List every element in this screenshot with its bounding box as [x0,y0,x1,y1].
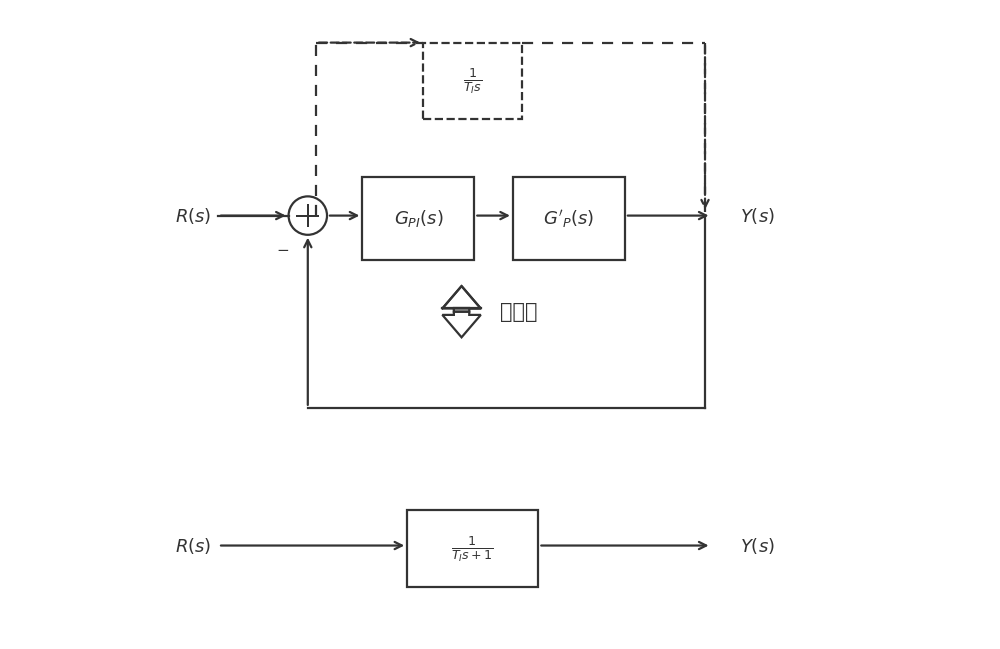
Text: $G'_{P}(s)$: $G'_{P}(s)$ [543,208,595,230]
Bar [423,43,522,119]
Text: $G_{PI}(s)$: $G_{PI}(s)$ [394,208,443,229]
Text: $\frac{1}{T_I s+1}$: $\frac{1}{T_I s+1}$ [451,533,494,564]
Text: $Y(s)$: $Y(s)$ [740,535,775,556]
Bar [362,177,474,260]
Text: $Y(s)$: $Y(s)$ [740,206,775,226]
Text: $\frac{1}{T_I s}$: $\frac{1}{T_I s}$ [463,66,482,96]
Text: $-$: $-$ [276,242,289,256]
Text: $R(s)$: $R(s)$ [175,535,212,556]
Bar [513,177,625,260]
Text: 等价于: 等价于 [500,302,538,322]
Bar [407,510,538,587]
Text: $R(s)$: $R(s)$ [175,206,212,226]
